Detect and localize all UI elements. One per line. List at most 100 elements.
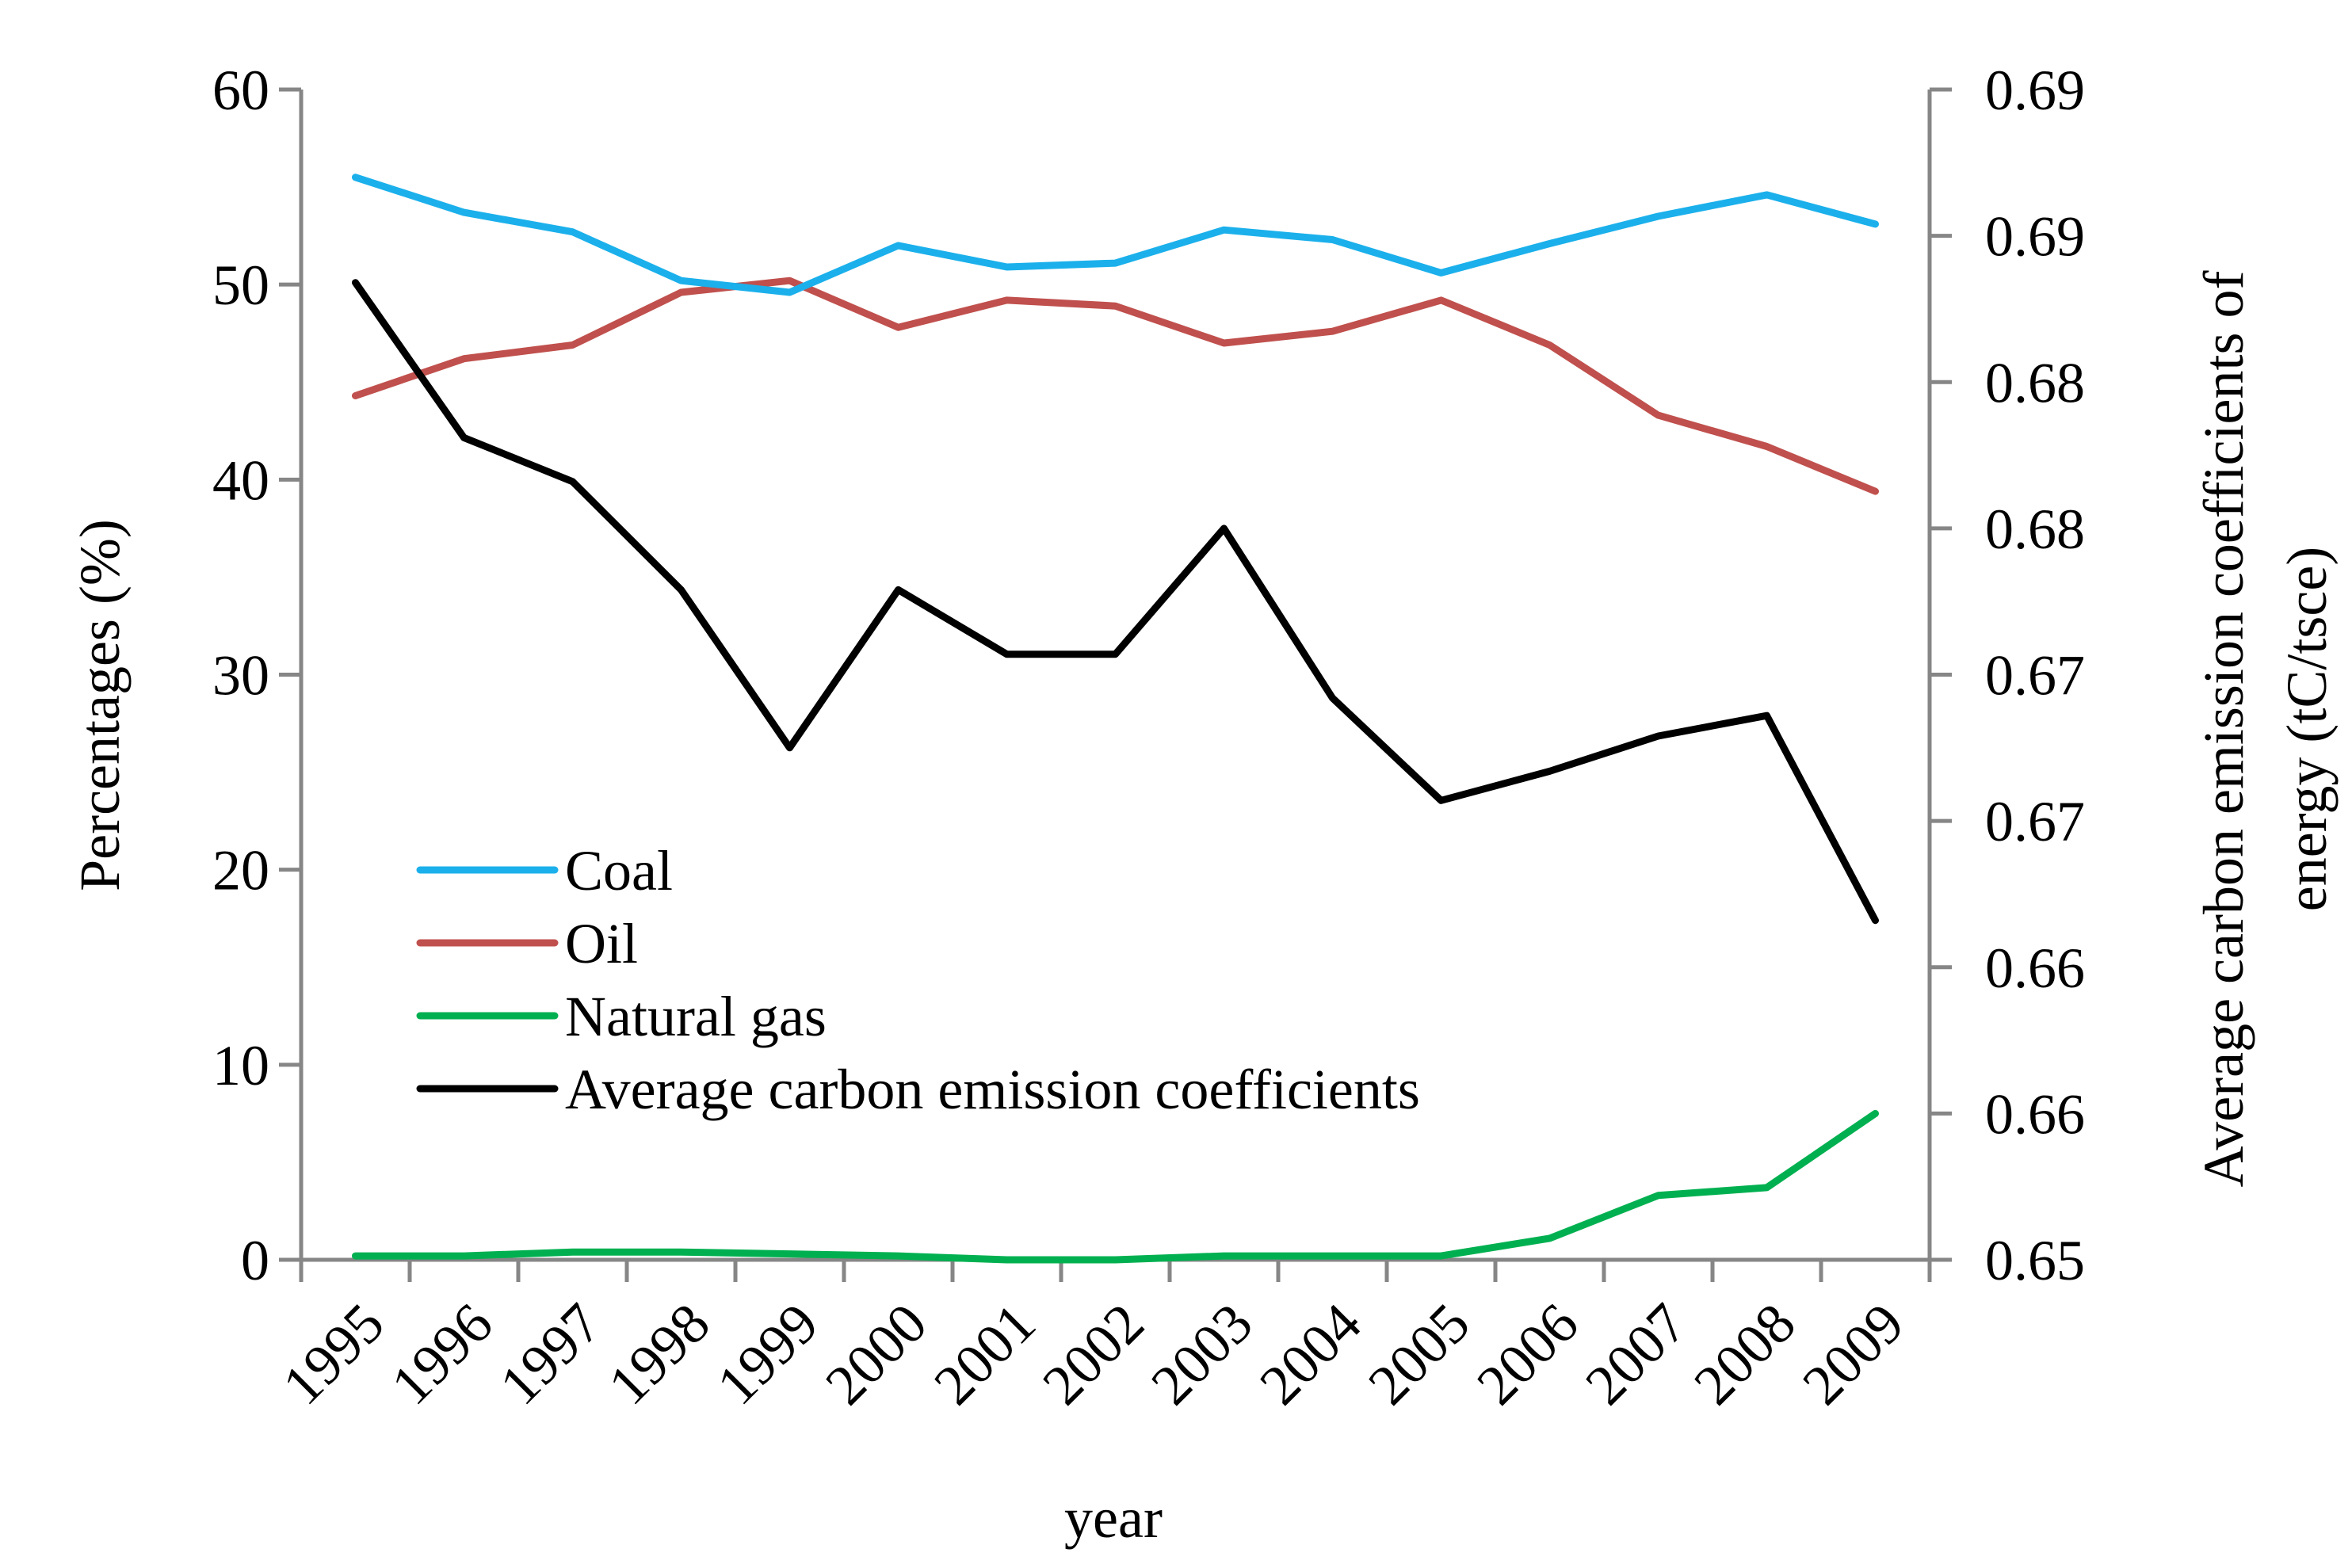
series-line-oil-point xyxy=(1547,341,1553,348)
y2-tick-label: 0.67 xyxy=(1985,790,2085,853)
y2-tick-label: 0.66 xyxy=(1985,1082,2085,1146)
series-layer xyxy=(352,174,1879,1264)
series-line-natural-gas-point xyxy=(1655,1192,1662,1199)
series-line-natural-gas xyxy=(352,1109,1879,1264)
y-tick-label: 20 xyxy=(212,839,269,902)
series-line-oil-point xyxy=(570,341,576,348)
axis-titles: year Percentages (%) Average carbon emis… xyxy=(68,271,2339,1550)
series-line-natural-gas-point xyxy=(1004,1257,1010,1263)
series-line-average-carbon-emission-coefficients-point xyxy=(1764,712,1770,719)
legend-label-oil: Oil xyxy=(565,912,638,975)
y2-axis-title-line-2: energy (tC/tsce) xyxy=(2275,547,2339,912)
series-line-average-carbon-emission-coefficients-point xyxy=(1655,733,1662,739)
y2-tick-label: 0.69 xyxy=(1985,59,2085,122)
series-line-natural-gas-point xyxy=(1547,1235,1553,1242)
y2-axis-title-line-1: Average carbon emission coefficients of xyxy=(2192,271,2255,1188)
series-line-average-carbon-emission-coefficients-point xyxy=(678,586,685,593)
y2-tick-label: 0.68 xyxy=(1985,351,2085,414)
series-line-oil-point xyxy=(1764,443,1770,449)
series-line-average-carbon-emission-coefficients-point xyxy=(1221,525,1228,532)
series-line-coal-point xyxy=(1655,213,1662,219)
legend: Coal Oil Natural gas Average carbon emissio… xyxy=(416,839,1420,1121)
series-line-natural-gas-point xyxy=(1221,1253,1228,1259)
series-line-average-carbon-emission-coefficients-point xyxy=(1004,651,1010,658)
series-line-coal-point xyxy=(787,289,793,296)
x-tick-label: 2004 xyxy=(1247,1291,1373,1417)
series-line-average-carbon-emission-coefficients-point xyxy=(1438,797,1445,803)
series-line-oil-point xyxy=(1113,303,1119,309)
series-line-natural-gas-point xyxy=(787,1251,793,1257)
x-tick-label: 2008 xyxy=(1682,1291,1807,1417)
series-line-coal-point xyxy=(1547,240,1553,246)
series-line-oil-point xyxy=(1873,488,1879,494)
y2-tick-label: 0.67 xyxy=(1985,644,2085,708)
y2-tick-label: 0.69 xyxy=(1985,205,2085,269)
y-axis-title: Percentages (%) xyxy=(68,519,132,891)
series-line-oil-point xyxy=(1221,340,1228,346)
y-tick-label: 50 xyxy=(212,254,269,317)
series-line-natural-gas-point xyxy=(353,1253,359,1259)
x-tick-label: 2003 xyxy=(1139,1291,1264,1417)
series-line-average-carbon-emission-coefficients-point xyxy=(1113,651,1119,658)
y2-tick-label: 0.68 xyxy=(1985,498,2085,561)
series-line-average-carbon-emission-coefficients-point xyxy=(895,586,902,593)
x-tick-label: 2002 xyxy=(1030,1291,1155,1417)
x-tick-label: 1996 xyxy=(379,1291,504,1417)
series-line-natural-gas-point xyxy=(461,1253,468,1259)
series-line-average-carbon-emission-coefficients xyxy=(352,279,1879,925)
legend-label-natural-gas: Natural gas xyxy=(565,985,827,1048)
series-line-natural-gas-point xyxy=(895,1253,902,1259)
x-axis-title: year xyxy=(1064,1486,1163,1550)
series-line-oil xyxy=(352,277,1879,495)
y-tick-label: 10 xyxy=(212,1034,269,1097)
x-tick-label: 1999 xyxy=(704,1291,830,1417)
series-line-oil-point xyxy=(1655,412,1662,418)
series-line-coal-point xyxy=(1113,260,1119,266)
series-line-natural-gas-point xyxy=(1764,1185,1770,1191)
series-line-oil-point xyxy=(678,289,685,296)
series-line-coal-point xyxy=(1004,264,1010,270)
y2-tick-label: 0.65 xyxy=(1985,1229,2085,1292)
series-line-coal-point xyxy=(353,174,359,181)
x-tick-label: 2001 xyxy=(922,1291,1047,1417)
y2-tick-label: 0.66 xyxy=(1985,937,2085,1000)
x-tick-label: 2009 xyxy=(1790,1291,1915,1417)
series-line-coal-point xyxy=(570,229,576,235)
series-line-coal-point xyxy=(1438,269,1445,276)
series-line-oil-point xyxy=(895,324,902,330)
series-line-average-carbon-emission-coefficients-point xyxy=(461,434,468,441)
series-line-coal-point xyxy=(1873,221,1879,227)
series-line-oil-point xyxy=(787,277,793,284)
series-line-natural-gas-point xyxy=(1873,1110,1879,1116)
y-tick-label: 0 xyxy=(241,1229,269,1292)
legend-label-average-carbon-emission-coefficients: Average carbon emission coefficients xyxy=(565,1058,1420,1121)
series-line-oil-point xyxy=(353,392,359,399)
series-line-average-carbon-emission-coefficients-point xyxy=(570,479,576,485)
series-line-coal-point xyxy=(1330,237,1336,243)
series-line-coal xyxy=(352,174,1879,296)
series-line-average-carbon-emission-coefficients-point xyxy=(1330,695,1336,701)
series-line-natural-gas-point xyxy=(1330,1253,1336,1259)
y-tick-label: 30 xyxy=(212,644,269,708)
y-tick-label: 40 xyxy=(212,448,269,512)
series-line-natural-gas-point xyxy=(1438,1253,1445,1259)
y-tick-label: 60 xyxy=(212,59,269,122)
series-line-coal-point xyxy=(678,277,685,284)
x-tick-label: 1995 xyxy=(270,1291,395,1417)
series-line-average-carbon-emission-coefficients-point xyxy=(787,745,793,751)
x-tick-label: 2006 xyxy=(1464,1291,1590,1417)
x-tick-label: 2005 xyxy=(1356,1291,1481,1417)
series-line-oil-point xyxy=(1004,297,1010,303)
series-line-oil-point xyxy=(1330,328,1336,334)
series-line-coal-point xyxy=(461,209,468,216)
series-line-coal-point xyxy=(1221,227,1228,233)
legend-label-coal: Coal xyxy=(565,839,673,902)
x-tick-label: 2000 xyxy=(813,1291,938,1417)
series-line-coal-point xyxy=(895,242,902,249)
series-line-average-carbon-emission-coefficients-point xyxy=(353,280,359,286)
series-line-coal-point xyxy=(1764,192,1770,198)
axes-layer: 0 10 20 30 40 50 60 0.65 0.66 0.66 0.67 0.67 0.68 0.6… xyxy=(212,59,2085,1417)
series-line-natural-gas-point xyxy=(570,1249,576,1255)
